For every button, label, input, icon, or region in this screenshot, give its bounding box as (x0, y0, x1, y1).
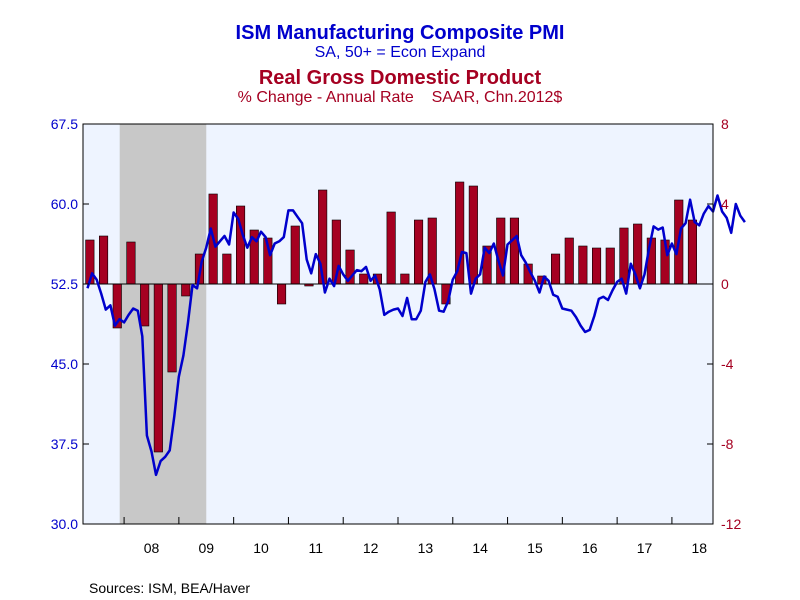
gdp-title: Real Gross Domestic Product (259, 67, 542, 89)
x-tick-label: 18 (692, 540, 708, 556)
x-tick-label: 08 (144, 540, 160, 556)
gdp-bar-2008Q1 (126, 241, 136, 285)
gdp-bar-2016Q2 (578, 245, 588, 285)
x-tick-label: 15 (527, 540, 543, 556)
gdp-bar-2007Q3 (99, 235, 109, 285)
x-tick-label: 11 (309, 540, 324, 556)
gdp-bar-2009Q4 (222, 253, 232, 285)
x-tick-label: 10 (253, 540, 269, 556)
x-tick-label: 12 (363, 540, 379, 556)
gdp-bar-2016Q3 (591, 247, 602, 285)
gdp-bar-2013Q2 (413, 219, 424, 285)
pmi-subtitle: SA, 50+ = Econ Expand (315, 44, 486, 61)
x-tick-label: 16 (582, 540, 598, 556)
gdp-bar-2011Q3 (318, 189, 328, 285)
gdp-bar-2015Q1 (509, 217, 520, 285)
gdp-bar-2008Q3 (153, 283, 163, 453)
right-tick-label: 8 (721, 116, 729, 132)
right-tick-label: -4 (721, 356, 734, 372)
gdp-bar-2012Q2 (359, 273, 369, 285)
pmi-line (86, 194, 746, 477)
gdp-bar-2015Q4 (550, 253, 561, 285)
recession-shading (119, 124, 207, 524)
gdp-bar-2013Q1 (400, 273, 410, 285)
left-tick-label: 30.0 (51, 516, 78, 532)
gdp-bar-2017Q1 (619, 227, 629, 285)
left-tick-label: 37.5 (51, 436, 78, 452)
gdp-bar-2016Q1 (564, 237, 574, 285)
left-tick-label: 45.0 (51, 356, 78, 372)
gdp-bar-2014Q2 (468, 185, 478, 285)
gdp-bar-2016Q4 (605, 247, 615, 285)
x-tick-label: 17 (637, 540, 653, 556)
gdp-bar-2011Q1 (290, 225, 300, 285)
gdp-bar-2018Q2 (687, 219, 698, 285)
left-tick-label: 60.0 (51, 196, 78, 212)
gdp-subtitle: % Change - Annual Rate SAAR, Chn.2012$ (238, 89, 563, 106)
pmi-title: ISM Manufacturing Composite PMI (236, 22, 565, 44)
right-tick-label: 4 (721, 196, 729, 212)
left-tick-label: 52.5 (51, 276, 78, 292)
right-tick-label: -8 (721, 436, 734, 452)
x-tick-label: 14 (472, 540, 488, 556)
right-tick-label: 0 (721, 276, 729, 292)
left-tick-label: 67.5 (51, 116, 78, 132)
gdp-bar-2010Q4 (276, 283, 287, 305)
gdp-bar-2008Q2 (140, 283, 150, 327)
gdp-bar-2017Q3 (646, 237, 656, 285)
gdp-bar-2008Q4 (167, 283, 177, 373)
x-tick-label: 09 (198, 540, 214, 556)
source-note: Sources: ISM, BEA/Haver (89, 580, 250, 596)
gdp-bar-2012Q4 (386, 211, 396, 285)
right-tick-label: -12 (721, 516, 741, 532)
x-tick-label: 13 (418, 540, 434, 556)
gdp-bar-2009Q1 (181, 283, 191, 297)
